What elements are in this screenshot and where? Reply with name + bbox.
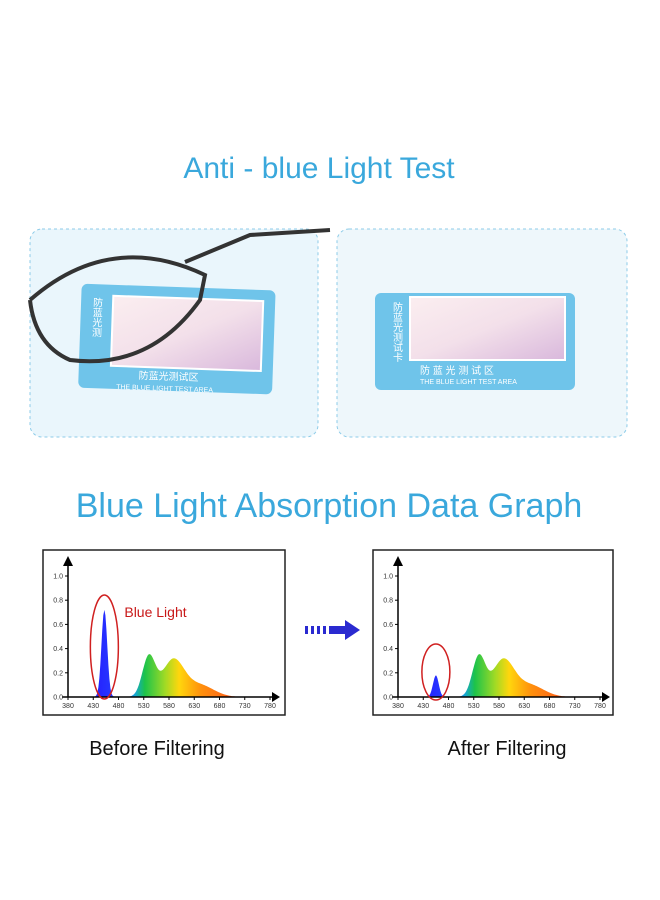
y-axis-arrow	[393, 556, 403, 566]
y-tick-label: 0.8	[53, 598, 63, 605]
x-tick-label: 680	[544, 703, 556, 710]
card-side-text: 防蓝光测	[89, 296, 102, 338]
y-tick-label: 1.0	[53, 574, 63, 581]
y-axis-arrow	[63, 556, 73, 566]
x-tick-label: 780	[594, 703, 606, 710]
page-title: Anti - blue Light Test	[183, 152, 455, 185]
spectrum	[88, 609, 245, 697]
chart-caption: After Filtering	[448, 738, 567, 760]
y-tick-label: 0.4	[383, 646, 393, 653]
y-tick-label: 0.2	[53, 670, 63, 677]
card-caption: THE BLUE LIGHT TEST AREA	[116, 384, 213, 394]
y-tick-label: 0.8	[383, 598, 393, 605]
x-tick-label: 430	[417, 703, 429, 710]
x-tick-label: 480	[113, 703, 125, 710]
glasses	[28, 228, 331, 364]
x-tick-label: 530	[138, 703, 150, 710]
y-tick-label: 0.2	[383, 670, 393, 677]
x-tick-label: 780	[264, 703, 276, 710]
x-tick-label: 480	[443, 703, 455, 710]
x-tick-label: 730	[569, 703, 581, 710]
highlight	[89, 594, 120, 700]
y-tick-label: 1.0	[383, 574, 393, 581]
card-side-text: 防蓝光测试卡	[391, 301, 403, 363]
x-tick-label: 430	[87, 703, 99, 710]
y-tick-label: 0.0	[383, 695, 393, 702]
x-tick-label: 580	[163, 703, 175, 710]
x-axis-arrow	[272, 692, 280, 702]
y-tick-label: 0.6	[383, 622, 393, 629]
highlight	[421, 643, 451, 701]
test-card: 防蓝光测 防蓝光测试区 THE BLUE LIGHT TEST AREA	[78, 283, 276, 394]
spectrum	[418, 654, 575, 697]
annotation: Blue Light	[124, 604, 186, 620]
card-title: 防 蓝 光 测 试 区	[420, 364, 494, 377]
x-tick-label: 630	[188, 703, 200, 710]
x-tick-label: 380	[62, 703, 74, 710]
section-title: Blue Light Absorption Data Graph	[76, 487, 583, 525]
x-axis-arrow	[602, 692, 610, 702]
x-tick-label: 530	[468, 703, 480, 710]
y-tick-label: 0.6	[53, 622, 63, 629]
x-tick-label: 580	[493, 703, 505, 710]
card-title: 防蓝光测试区	[138, 369, 198, 384]
y-tick-label: 0.0	[53, 695, 63, 702]
x-tick-label: 380	[392, 703, 404, 710]
x-tick-label: 630	[518, 703, 530, 710]
arrow	[305, 620, 360, 640]
test-card: 防蓝光测试卡 防 蓝 光 测 试 区 THE BLUE LIGHT TEST A…	[375, 293, 575, 390]
x-tick-label: 730	[239, 703, 251, 710]
x-tick-label: 680	[214, 703, 226, 710]
card-caption: THE BLUE LIGHT TEST AREA	[420, 379, 517, 386]
chart-caption: Before Filtering	[89, 738, 225, 760]
y-tick-label: 0.4	[53, 646, 63, 653]
